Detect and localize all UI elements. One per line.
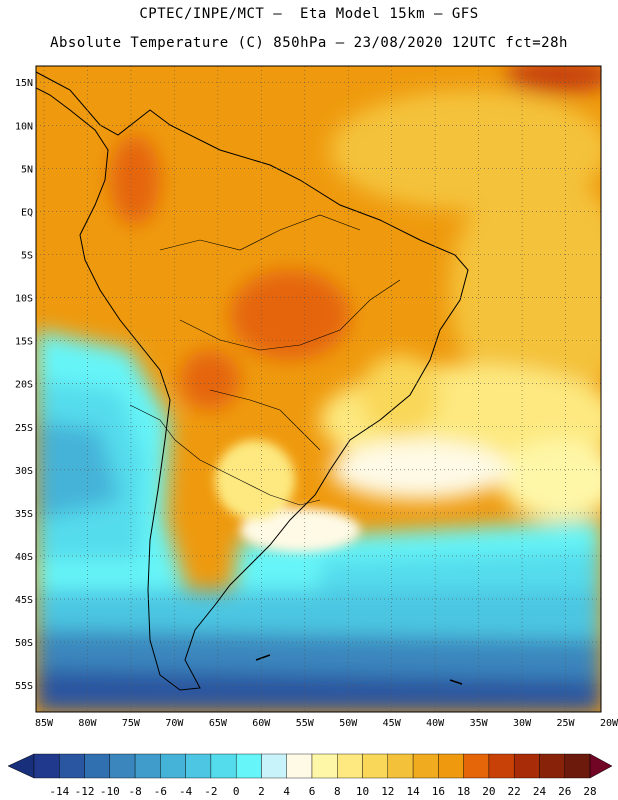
colorbar bbox=[7, 753, 613, 779]
lon-label: 30W bbox=[513, 718, 532, 729]
lat-label: 15S bbox=[15, 337, 33, 348]
lat-label: 5N bbox=[21, 164, 33, 175]
colorbar-label: 4 bbox=[283, 785, 290, 798]
colorbar-label: 0 bbox=[233, 785, 240, 798]
colorbar-swatch bbox=[362, 753, 389, 779]
lat-label: 15N bbox=[15, 78, 33, 89]
colorbar-label: -2 bbox=[204, 785, 217, 798]
colorbar-label: -10 bbox=[100, 785, 120, 798]
colorbar-over-arrow bbox=[589, 753, 613, 779]
colorbar-swatch bbox=[59, 753, 85, 779]
colorbar-swatch bbox=[463, 753, 490, 779]
lon-label: 50W bbox=[339, 718, 358, 729]
colorbar-label: -6 bbox=[154, 785, 167, 798]
colorbar-swatch bbox=[84, 753, 111, 779]
colorbar-label: 26 bbox=[558, 785, 571, 798]
colorbar-swatch bbox=[235, 753, 262, 779]
colorbar-swatch bbox=[185, 753, 212, 779]
map-title: CPTEC/INPE/MCT – Eta Model 15km – GFS bbox=[139, 6, 479, 22]
lon-label: 60W bbox=[252, 718, 271, 729]
colorbar-label: -12 bbox=[75, 785, 95, 798]
colorbar-swatch bbox=[337, 753, 363, 779]
colorbar-label: 22 bbox=[508, 785, 521, 798]
lat-label: 10S bbox=[15, 294, 33, 305]
lon-label: 35W bbox=[470, 718, 489, 729]
colorbar-label: 18 bbox=[457, 785, 470, 798]
colorbar-label: -8 bbox=[128, 785, 141, 798]
lon-label: 45W bbox=[383, 718, 402, 729]
lat-label: 55S bbox=[15, 681, 33, 692]
colorbar-swatch bbox=[286, 753, 313, 779]
colorbar-swatch bbox=[160, 753, 186, 779]
colorbar-label: 20 bbox=[482, 785, 495, 798]
map-frame bbox=[35, 65, 602, 713]
colorbar-swatch bbox=[33, 753, 60, 779]
lat-label: 40S bbox=[15, 552, 33, 563]
lat-label: 5S bbox=[21, 250, 33, 261]
colorbar-swatch bbox=[412, 753, 439, 779]
lat-label: 10N bbox=[15, 121, 33, 132]
colorbar-swatch bbox=[311, 753, 338, 779]
lon-label: 80W bbox=[78, 718, 97, 729]
lat-label: 35S bbox=[15, 509, 33, 520]
colorbar-label: 16 bbox=[432, 785, 445, 798]
longitude-labels: 85W 80W 75W 70W 65W 60W 55W 50W 45W 40W 35W 30W 25W 2… bbox=[35, 718, 618, 729]
lon-label: 25W bbox=[557, 718, 576, 729]
colorbar-swatch bbox=[488, 753, 515, 779]
colorbar-swatch bbox=[109, 753, 136, 779]
colorbar-label: 14 bbox=[406, 785, 420, 798]
colorbar-swatch bbox=[261, 753, 287, 779]
lon-label: 40W bbox=[426, 718, 445, 729]
colorbar-label: -4 bbox=[179, 785, 193, 798]
colorbar-swatch bbox=[564, 753, 591, 779]
lon-label: 85W bbox=[35, 718, 54, 729]
colorbar-label: 10 bbox=[356, 785, 369, 798]
lat-label: 30S bbox=[15, 466, 33, 477]
lat-label: 50S bbox=[15, 638, 33, 649]
colorbar-label: 2 bbox=[258, 785, 265, 798]
lon-label: 70W bbox=[165, 718, 184, 729]
colorbar-under-arrow bbox=[7, 753, 35, 779]
colorbar-label: -14 bbox=[49, 785, 69, 798]
colorbar-label: 8 bbox=[334, 785, 341, 798]
lat-label: EQ bbox=[21, 207, 33, 218]
colorbar-swatch bbox=[387, 753, 414, 779]
lon-label: 65W bbox=[209, 718, 228, 729]
lon-label: 20W bbox=[600, 718, 618, 729]
colorbar-label: 6 bbox=[309, 785, 316, 798]
lat-label: 20S bbox=[15, 380, 33, 391]
colorbar-labels: -14 -12 -10 -8 -6 -4 -2 0 2 4 6 8 10 12 14 16 18 20 22 24 26… bbox=[49, 785, 596, 798]
lon-label: 55W bbox=[296, 718, 315, 729]
colorbar-label: 24 bbox=[533, 785, 547, 798]
map-subtitle: Absolute Temperature (C) 850hPa – 23/08/… bbox=[50, 35, 568, 51]
colorbar-swatch bbox=[438, 753, 464, 779]
lat-label: 45S bbox=[15, 595, 33, 606]
colorbar-label: 12 bbox=[381, 785, 394, 798]
colorbar-swatch bbox=[210, 753, 237, 779]
lat-label: 25S bbox=[15, 423, 33, 434]
colorbar-swatch bbox=[539, 753, 565, 779]
lon-label: 75W bbox=[122, 718, 141, 729]
latitude-labels: 15N 10N 5N EQ 5S 10S 15S 20S 25S 30S 35S 40S 45S 50S 5… bbox=[15, 78, 33, 692]
colorbar-label: 28 bbox=[583, 785, 596, 798]
colorbar-swatch bbox=[134, 753, 161, 779]
colorbar-swatch bbox=[513, 753, 540, 779]
temperature-field bbox=[36, 66, 601, 712]
